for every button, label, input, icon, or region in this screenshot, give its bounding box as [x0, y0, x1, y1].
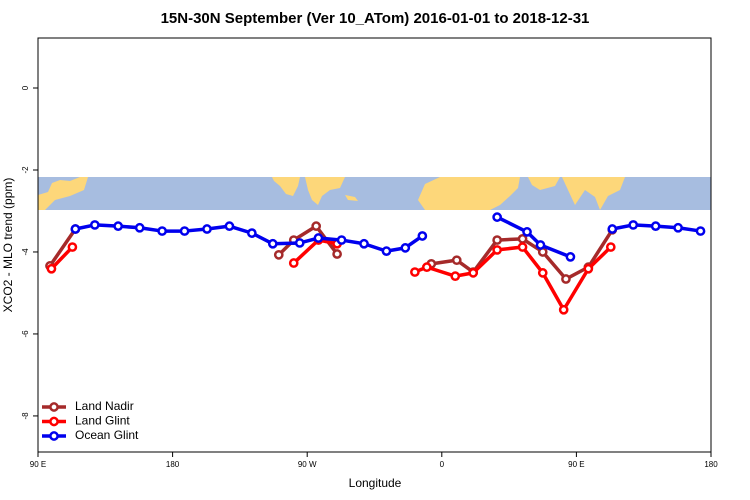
- plot-frame: [37, 37, 712, 453]
- data-point: [628, 220, 639, 230]
- x-tick-label: 0: [440, 460, 445, 469]
- data-point: [673, 222, 683, 233]
- x-tick-label: 90 W: [298, 460, 317, 469]
- data-point: [450, 271, 461, 282]
- data-point: [451, 255, 462, 266]
- data-point: [247, 228, 257, 238]
- data-point: [535, 240, 546, 250]
- data-point: [417, 231, 428, 241]
- data-point: [565, 252, 576, 262]
- data-point: [650, 221, 661, 231]
- data-point: [46, 263, 57, 274]
- legend-label: Land Nadir: [75, 399, 134, 413]
- data-point: [294, 238, 305, 248]
- data-point: [381, 246, 392, 256]
- data-point: [421, 262, 432, 272]
- data-point: [468, 268, 479, 278]
- data-point: [410, 267, 420, 277]
- x-tick-label: 180: [704, 460, 718, 469]
- data-point: [517, 242, 528, 252]
- y-axis-label: XCO2 - MLO trend (ppm): [1, 178, 15, 313]
- y-tick-label: -2: [21, 166, 30, 174]
- data-point: [67, 242, 78, 252]
- data-point: [605, 242, 616, 252]
- data-point: [522, 227, 532, 237]
- legend-label: Land Glint: [75, 414, 130, 428]
- data-point: [695, 226, 706, 236]
- data-point: [157, 226, 167, 236]
- map-strip: [38, 177, 711, 210]
- y-tick-label: 0: [21, 85, 30, 90]
- data-point: [492, 212, 502, 222]
- y-tick-label: -6: [21, 330, 30, 338]
- data-point: [224, 221, 235, 231]
- x-tick-label: 180: [166, 460, 180, 469]
- data-point: [267, 238, 278, 249]
- data-point: [583, 263, 594, 274]
- x-tick-label: 90 E: [568, 460, 584, 469]
- chart-title: 15N-30N September (Ver 10_ATom) 2016-01-…: [161, 10, 590, 27]
- data-point: [332, 249, 342, 259]
- data-point: [134, 222, 145, 233]
- x-axis-label: Longitude: [349, 476, 402, 490]
- plot-series: [45, 212, 706, 315]
- legend-symbol: [49, 402, 59, 412]
- data-point: [537, 268, 548, 278]
- data-point: [288, 258, 299, 268]
- data-point: [311, 221, 322, 231]
- data-point: [313, 233, 324, 243]
- y-tick-label: -8: [21, 412, 30, 420]
- data-point: [517, 234, 528, 244]
- legend-symbol: [49, 416, 59, 427]
- data-point: [273, 249, 284, 260]
- data-point: [89, 220, 100, 230]
- data-point: [492, 235, 502, 245]
- x-tick-label: 90 E: [30, 460, 46, 469]
- legend-label: Ocean Glint: [75, 428, 139, 442]
- data-point: [492, 245, 502, 255]
- series-line: [50, 238, 613, 312]
- data-point: [561, 274, 571, 284]
- y-tick-label: -4: [21, 248, 30, 256]
- data-point: [179, 226, 190, 236]
- data-point: [558, 304, 569, 315]
- data-point: [607, 224, 618, 234]
- legend-symbol: [49, 431, 59, 441]
- data-point: [359, 238, 369, 249]
- data-point: [70, 224, 81, 234]
- data-point: [336, 235, 347, 245]
- data-point: [400, 243, 411, 253]
- data-point: [113, 221, 124, 231]
- data-point: [202, 224, 212, 234]
